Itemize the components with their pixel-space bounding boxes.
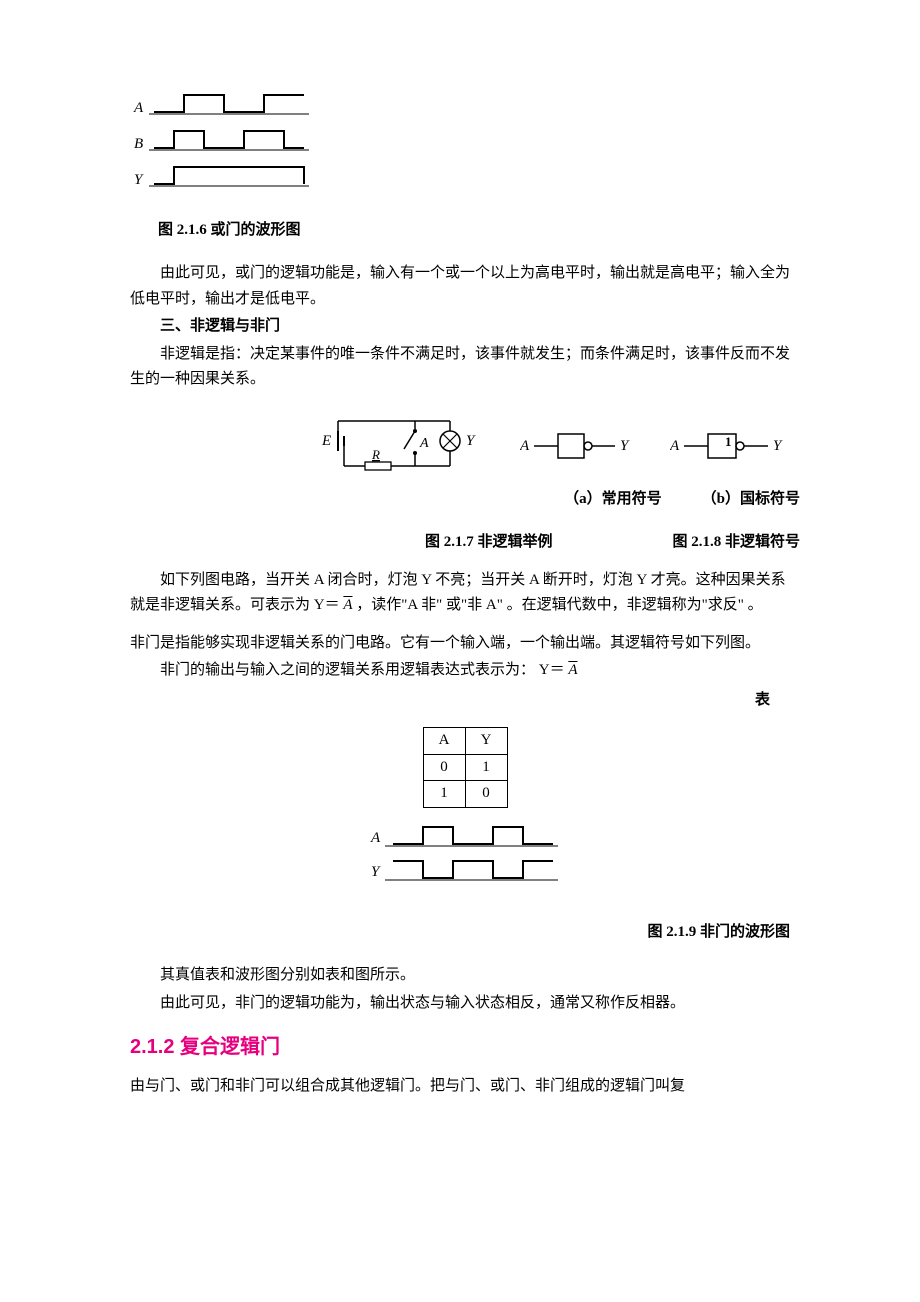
caption-2-1-6: 图 2.1.6 或门的波形图 [158, 218, 800, 244]
not-truth-table: AY 01 10 [423, 727, 508, 808]
caption-2-1-7: 图 2.1.7 非逻辑举例 [425, 530, 553, 556]
p3b: ，读作"A 非" 或"非 A" 。在逻辑代数中，非逻辑称为"求反" 。 [353, 597, 763, 613]
figure-captions-row: 图 2.1.7 非逻辑举例 图 2.1.8 非逻辑符号 [130, 530, 800, 556]
circuit-Y: Y [466, 433, 476, 449]
paragraph-or-summary: 由此可见，或门的逻辑功能是，输入有一个或一个以上为高电平时，输出就是高电平；输入… [130, 261, 800, 312]
sym-b-A: A [670, 438, 680, 454]
not-symbol-a: A Y [520, 426, 640, 466]
paragraph-truth-wave: 其真值表和波形图分别如表和图所示。 [130, 963, 800, 989]
wave-label-A: A [133, 100, 144, 116]
wave-label-B: B [134, 136, 143, 152]
section-2-1-2: 2.1.2 复合逻辑门 [130, 1030, 800, 1064]
heading-not-logic: 三、非逻辑与非门 [130, 314, 800, 340]
th-A: A [423, 728, 465, 755]
wave2-A: A [370, 830, 381, 846]
not-symbol-b: A 1 Y [670, 426, 800, 466]
paragraph-not-circuit: 如下列图电路，当开关 A 闭合时，灯泡 Y 不亮；当开关 A 断开时，灯泡 Y … [130, 568, 800, 619]
sym-b-1: 1 [725, 434, 732, 449]
waveform-svg: A B Y [130, 90, 310, 200]
paragraph-compound: 由与门、或门和非门可以组合成其他逻辑门。把与门、或门、非门组成的逻辑门叫复 [130, 1074, 800, 1100]
caption-2-1-8: 图 2.1.8 非逻辑符号 [672, 530, 800, 556]
truth-and-wave-block: AY 01 10 A Y [130, 721, 800, 892]
td-11: 0 [465, 781, 507, 808]
subcap-b: （b）国标符号 [702, 487, 800, 513]
paragraph-not-gate: 非门是指能够实现非逻辑关系的门电路。它有一个输入端，一个输出端。其逻辑符号如下列… [130, 631, 800, 657]
sym-b-Y: Y [773, 438, 783, 454]
table-label: 表 [130, 688, 770, 714]
circuit-A: A [419, 436, 429, 451]
td-00: 0 [423, 754, 465, 781]
th-Y: Y [465, 728, 507, 755]
A-bar-1: A [343, 597, 352, 613]
p5a: 非门的输出与输入之间的逻辑关系用逻辑表达式表示为： Y＝ [160, 662, 568, 678]
paragraph-not-expr: 非门的输出与输入之间的逻辑关系用逻辑表达式表示为： Y＝ A [130, 658, 800, 684]
subcap-a: （a）常用符号 [564, 487, 662, 513]
A-bar-2: A [568, 662, 577, 678]
not-circuit-svg: E A Y R [320, 411, 490, 481]
symbol-sublabels: （a）常用符号 （b）国标符号 [130, 487, 800, 513]
td-01: 1 [465, 754, 507, 781]
wave-label-Y: Y [134, 172, 144, 188]
not-waveform-svg: A Y [365, 822, 565, 892]
or-gate-waveform: A B Y [130, 90, 800, 210]
wave2-Y: Y [371, 864, 381, 880]
circuit-R: R [371, 447, 380, 462]
circuit-E: E [321, 433, 331, 449]
td-10: 1 [423, 781, 465, 808]
paragraph-not-def: 非逻辑是指：决定某事件的唯一条件不满足时，该事件就发生；而条件满足时，该事件反而… [130, 342, 800, 393]
sym-a-Y: Y [620, 438, 630, 454]
sym-a-A: A [520, 438, 530, 454]
figure-row-not: E A Y R A Y A [130, 411, 800, 481]
caption-2-1-9: 图 2.1.9 非门的波形图 [130, 920, 790, 946]
paragraph-inverter: 由此可见，非门的逻辑功能为，输出状态与输入状态相反，通常又称作反相器。 [130, 991, 800, 1017]
